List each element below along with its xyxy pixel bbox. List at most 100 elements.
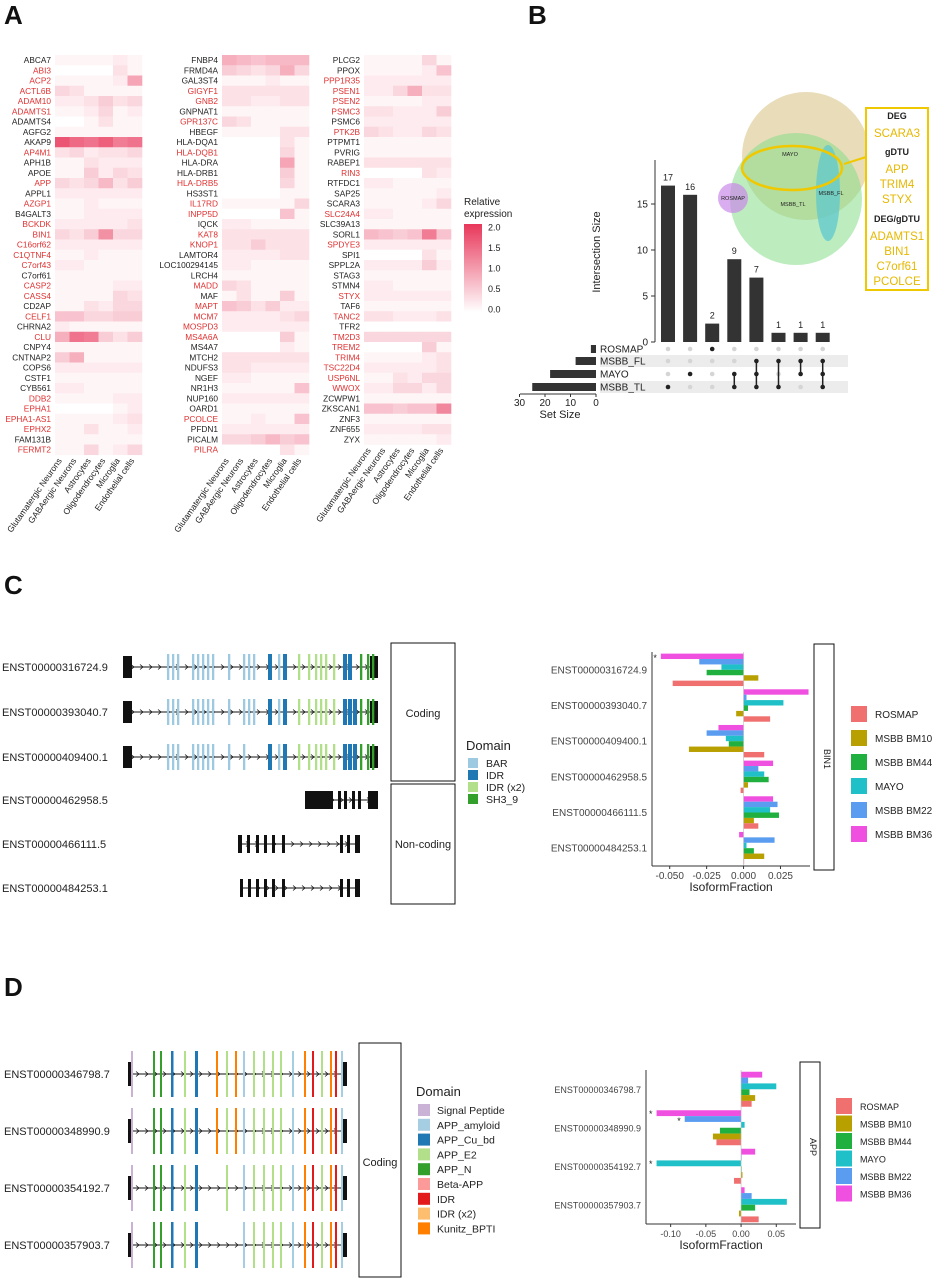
cohort-label: ROSMAP: [875, 710, 919, 721]
gene-label: MS4A7: [191, 342, 219, 352]
exon: [341, 1108, 343, 1154]
exon: [264, 835, 267, 853]
transcript-id: ENST00000393040.7: [2, 707, 108, 719]
heatmap-cell: [407, 352, 423, 363]
heatmap-cell: [265, 260, 281, 271]
heatmap-cell: [113, 106, 128, 117]
exon: [321, 1222, 323, 1268]
gene-label: ABI3: [33, 65, 51, 75]
intersection-label: 1: [776, 320, 781, 330]
gene-label: COPS6: [23, 363, 52, 373]
gdtu-title: gDTU: [885, 147, 909, 157]
heatmap-cell: [378, 321, 394, 333]
strand-arrow: [335, 841, 340, 847]
heatmap-cell: [280, 137, 295, 148]
exon: [360, 699, 363, 725]
heatmap-cell: [113, 126, 128, 138]
strand-arrow: [207, 1128, 212, 1134]
exon: [263, 1108, 265, 1154]
exon: [177, 744, 180, 770]
heatmap-cell: [378, 434, 394, 445]
heatmap-cell: [127, 188, 143, 199]
heatmap-cell: [69, 167, 85, 179]
isoform-bar: [728, 741, 744, 747]
heatmap-cell: [55, 106, 70, 117]
isoform-bar: [741, 1216, 759, 1223]
heatmap-cell: [436, 116, 452, 128]
heatmap-cell: [393, 198, 408, 210]
deg-gdtu-box: DEG SCARA3 gDTU APP TRIM4 STYX DEG/gDTU ADAMTS1…: [865, 107, 929, 291]
heatmap-cell: [113, 198, 128, 210]
heatmap-cell: [265, 434, 281, 445]
strand-arrow: [337, 664, 342, 670]
heatmap-cell: [378, 260, 394, 271]
heatmap-cell: [55, 301, 70, 312]
set-label: MSBB_FL: [600, 357, 646, 368]
heatmap-cell: [364, 106, 379, 117]
matrix-dot: [709, 371, 715, 377]
exon: [171, 1108, 174, 1154]
heatmap-cell: [294, 249, 310, 261]
gdtu-gene: APP: [885, 164, 908, 176]
exon: [278, 699, 281, 725]
heatmap-cell: [55, 188, 70, 199]
exon: [280, 1108, 282, 1154]
heatmap-cell: [422, 270, 437, 281]
exon: [325, 654, 328, 680]
heatmap-cell: [69, 260, 85, 271]
transcript-id: ENST00000348990.9: [4, 1126, 110, 1138]
cohort-label: MSBB BM10: [875, 734, 932, 745]
heatmap-cell: [422, 137, 437, 148]
heatmap-cell: [280, 157, 295, 169]
gene-label: SLC24A4: [324, 209, 360, 219]
exon: [325, 699, 328, 725]
exon: [253, 699, 256, 725]
cohort-swatch: [836, 1115, 852, 1132]
heatmap-cell: [84, 393, 99, 404]
heatmap-cell: [69, 362, 85, 374]
deg-gdtu-gene: PCOLCE: [873, 276, 921, 288]
heatmap-cell: [294, 75, 310, 87]
exon: [202, 744, 205, 770]
exon: [228, 654, 231, 680]
heatmap-cell: [251, 352, 266, 363]
heatmap-cell: [294, 85, 310, 97]
heatmap-cell: [236, 362, 252, 374]
gene-label: HLA-DRB5: [177, 178, 218, 188]
heatmap-cell: [236, 249, 252, 261]
venn-label: MAYO: [782, 152, 799, 158]
heatmap-cell: [222, 372, 237, 384]
exon: [243, 699, 246, 725]
strand-arrow: [135, 1128, 140, 1134]
gene-label: PVRIG: [334, 147, 360, 157]
exon: [330, 1165, 332, 1211]
heatmap-cell: [251, 85, 266, 97]
exon: [272, 879, 275, 897]
cohort-swatch: [836, 1098, 852, 1114]
heatmap-cell: [265, 178, 281, 189]
heatmap-cell: [127, 75, 143, 87]
heatmap-cell: [98, 372, 114, 384]
isoform-bar: [743, 700, 784, 706]
heatmap-cell: [294, 434, 310, 445]
exon: [153, 1051, 155, 1097]
heatmap-cell: [98, 280, 114, 292]
heatmap-cell: [364, 55, 379, 66]
intersection-bar: [683, 194, 698, 342]
heatmap-cell: [280, 413, 295, 425]
facet-gene-label: BIN1: [822, 749, 832, 769]
cohort-label: MAYO: [860, 1155, 886, 1165]
heatmap-cell: [364, 362, 379, 374]
gene-label: GPR137C: [180, 117, 218, 127]
heatmap-cell: [84, 383, 99, 394]
cohort-label: MAYO: [875, 782, 904, 793]
isoform-category-label: ENST00000316724.9: [551, 665, 648, 676]
exon: [320, 744, 323, 770]
heatmap-cell: [127, 290, 143, 302]
heatmap-cell: [422, 413, 437, 425]
heatmap-cell: [364, 208, 379, 220]
heatmap-cell: [422, 280, 437, 292]
heatmap-cell: [113, 372, 128, 384]
heatmap-cell: [294, 280, 310, 292]
exon: [292, 1051, 294, 1097]
